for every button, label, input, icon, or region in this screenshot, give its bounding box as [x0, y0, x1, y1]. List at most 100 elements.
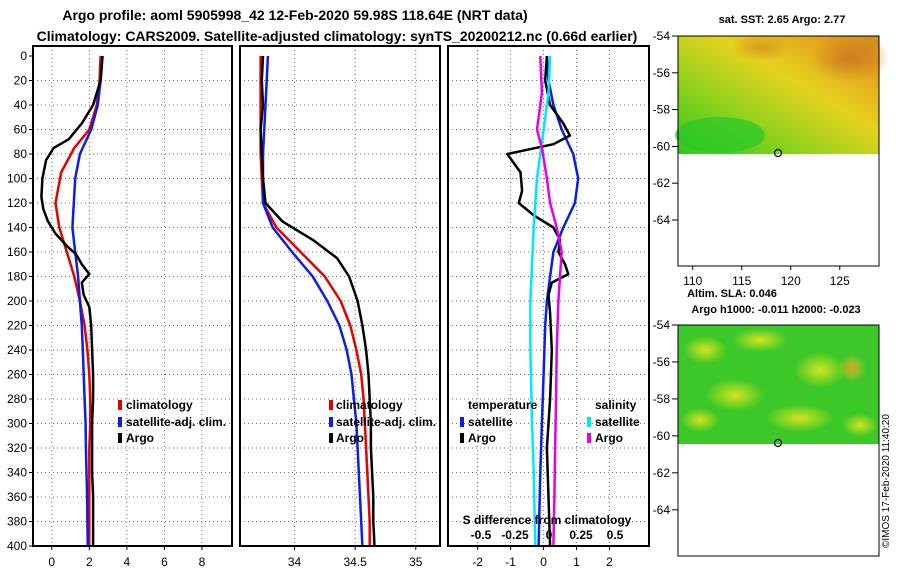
lon-tick-label: 125: [830, 274, 850, 288]
sla-patch: [842, 413, 878, 437]
depth-axis-ticks: 0 20 40 60 80 100 120 140 160 180 200 220 240 260 280 3…: [7, 49, 33, 553]
x-tick-label: 2: [606, 555, 613, 569]
series-line-satellite-adj-clim-: [261, 55, 364, 547]
x-tick-label: 4: [124, 555, 131, 569]
difference-lines: [506, 55, 580, 547]
legend-climatology-swatch: [118, 400, 122, 410]
legend-climatology-label: climatology: [126, 398, 193, 412]
sla-map: Altim. SLA: 0.046 Argo h1000: -0.011 h20…: [653, 288, 880, 557]
temperature-panel: 0 2 4 6 8 0 20 40 60 80 100 120 140 160 180 200 220 240 2…: [7, 45, 233, 569]
legend-satellite-adj-label: satellite-adj. clim.: [126, 415, 226, 429]
legend-climatology-label: climatology: [336, 398, 403, 412]
legend-temp-argo-label: Argo: [468, 431, 496, 445]
y-tick-label: 320: [7, 441, 27, 455]
legend-argo-swatch: [118, 433, 122, 443]
sla-patch: [794, 352, 846, 388]
sla-map-title: Altim. SLA: 0.046: [687, 288, 777, 300]
series-line-salinity-satellite: [529, 55, 552, 547]
lat-tick-label: -54: [653, 318, 671, 332]
s-diff-tick: 0.5: [607, 528, 624, 542]
legend-climatology-swatch: [329, 400, 333, 410]
sst-cool-patch: [675, 117, 765, 153]
y-tick-label: 100: [7, 172, 27, 186]
lat-tick-label: -54: [653, 29, 671, 43]
legend-sal-satellite-label: satellite: [595, 415, 640, 429]
salinity-legend: climatology satellite-adj. clim. Argo: [329, 398, 436, 445]
legend-salinity-title: salinity: [595, 398, 637, 412]
lat-tick-label: -56: [653, 355, 671, 369]
series-line-argo: [40, 55, 104, 546]
salinity-lines: [259, 55, 376, 547]
legend-argo-label: Argo: [336, 431, 364, 445]
sla-no-data: [678, 444, 879, 556]
argo-position-marker: [773, 148, 783, 158]
legend-argo-swatch: [329, 433, 333, 443]
y-tick-label: 140: [7, 221, 27, 235]
s-difference-axis-label: S difference from climatology: [463, 513, 632, 527]
temperature-frame: [32, 45, 233, 547]
y-tick-label: 80: [14, 147, 28, 161]
sst-warm-patch: [810, 34, 890, 82]
figure-title: Argo profile: aoml 5905998_42 12-Feb-202…: [62, 7, 527, 23]
sst-no-data: [678, 154, 879, 266]
legend-temp-satellite-label: satellite: [468, 415, 513, 429]
lat-tick-label: -62: [653, 466, 671, 480]
sla-map-subtitle: Argo h1000: -0.011 h2000: -0.023: [691, 304, 860, 316]
legend-sal-satellite-swatch: [587, 417, 591, 427]
lon-tick-label: 120: [781, 274, 801, 288]
y-tick-label: 40: [14, 98, 28, 112]
y-tick-label: 400: [7, 539, 27, 553]
lat-tick-label: -60: [653, 139, 671, 153]
lon-tick-label: 110: [683, 274, 702, 288]
y-tick-label: 360: [7, 490, 27, 504]
salinity-difference-legend: salinity satellite Argo: [587, 398, 640, 445]
x-tick-label: 0: [48, 555, 55, 569]
sst-map-title: sat. SST: 2.65 Argo: 2.77: [719, 14, 846, 26]
lat-tick-label: -64: [653, 213, 671, 227]
y-tick-label: 20: [14, 74, 28, 88]
sst-warm-patch: [730, 34, 790, 62]
y-tick-label: 220: [7, 319, 27, 333]
legend-temp-argo-swatch: [460, 433, 464, 443]
sla-warm-patch: [838, 354, 866, 382]
sst-lat-ticks: -54 -56 -58 -60 -62 -64: [653, 29, 678, 227]
y-tick-label: 380: [7, 515, 27, 529]
difference-x-ticks: -2 -1 0 1 2: [472, 546, 613, 569]
temperature-difference-legend: temperature satellite Argo: [460, 398, 538, 445]
lon-tick-label: 115: [732, 274, 751, 288]
x-tick-label: 34: [288, 555, 302, 569]
salinity-grid: [240, 46, 440, 546]
y-tick-label: 300: [7, 417, 27, 431]
argo-position-marker: [773, 438, 783, 448]
s-diff-tick: -0.25: [501, 528, 529, 542]
lat-tick-label: -60: [653, 429, 671, 443]
x-tick-label: 1: [573, 555, 580, 569]
y-tick-label: 180: [7, 270, 27, 284]
legend-sal-argo-swatch: [587, 433, 591, 443]
y-tick-label: 340: [7, 466, 27, 480]
sla-patch: [732, 328, 788, 352]
lat-tick-label: -58: [653, 392, 671, 406]
imos-credit: ©IMOS 17-Feb-2020 11:40:20: [881, 414, 892, 548]
sst-map-frame: [677, 35, 880, 267]
temperature-legend: climatology satellite-adj. clim. Argo: [118, 398, 226, 445]
sla-patch: [705, 379, 765, 411]
temperature-lines: [40, 55, 104, 547]
sla-patch: [683, 336, 727, 364]
y-tick-label: 120: [7, 196, 27, 210]
difference-panel: -2 -1 0 1 2 temperature satellite Argo salin…: [447, 45, 650, 569]
legend-sal-argo-label: Argo: [595, 431, 623, 445]
sla-patch: [766, 404, 834, 432]
y-tick-label: 260: [7, 368, 27, 382]
difference-frame: [447, 45, 650, 547]
salinity-frame: [239, 45, 441, 547]
sla-map-frame: [677, 324, 880, 557]
legend-satellite-adj-swatch: [118, 417, 122, 427]
sla-lat-ticks: -54 -56 -58 -60 -62 -64: [653, 318, 678, 517]
series-line-salinity-argo: [535, 55, 563, 547]
x-tick-label: 6: [161, 555, 168, 569]
x-tick-label: 8: [199, 555, 206, 569]
salinity-panel: 34 34.5 35 climatology satellite-adj. clim…: [239, 45, 441, 569]
figure-subtitle: Climatology: CARS2009. Satellite-adjuste…: [37, 28, 638, 44]
